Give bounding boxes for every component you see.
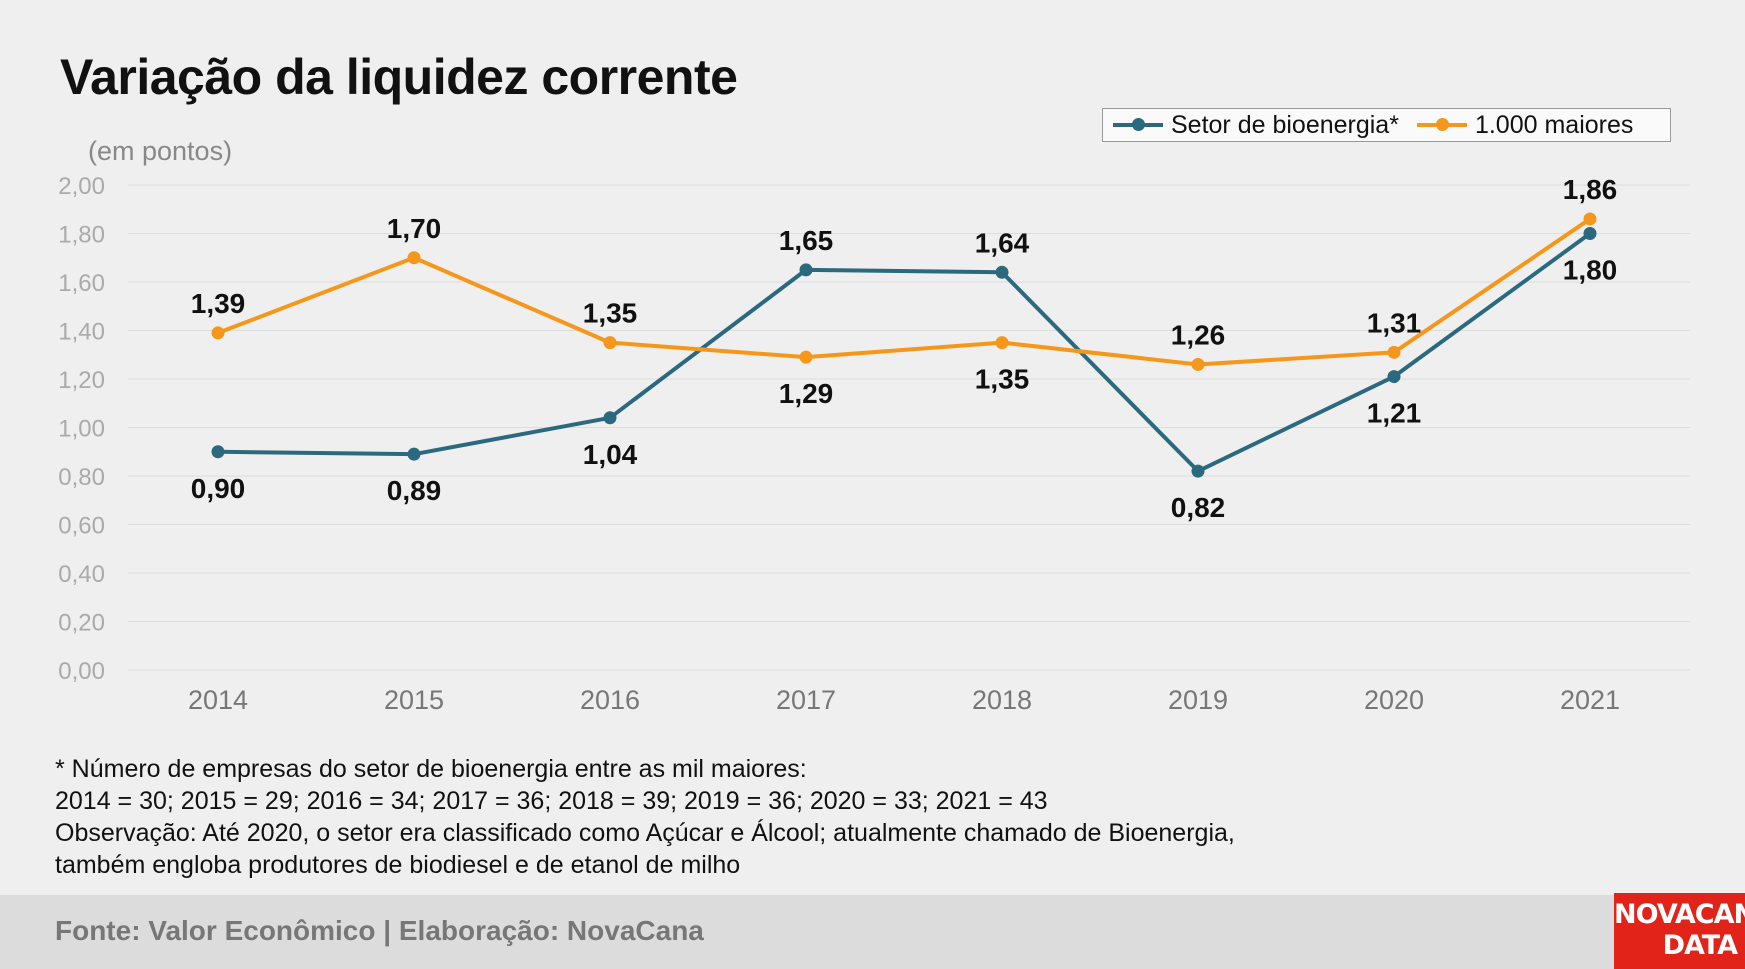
data-label-maiores: 1,70 [387,213,442,244]
legend-swatch-maiores [1416,118,1467,131]
data-point-maiores [799,350,813,364]
logo-line2: DATA [1662,930,1738,961]
chart-area: 0,00 0,20 0,40 0,60 0,80 1,00 1,20 1,40 1,60 1,80… [58,136,1690,715]
footnote-line: * Número de empresas do setor de bioener… [55,755,807,783]
data-point-maiores [407,251,421,265]
legend-swatch-bioenergia [1113,118,1163,131]
source-text: Fonte: Valor Econômico | Elaboração: Nov… [55,915,704,946]
chart-title: Variação da liquidez corrente [60,49,738,105]
y-tick-label: 0,40 [58,561,105,588]
data-label-bioenergia: 1,64 [975,227,1030,258]
x-tick-label: 2014 [188,685,248,715]
y-axis-unit-label: (em pontos) [88,136,232,166]
data-label-maiores: 1,35 [975,364,1030,395]
data-point-bioenergia [603,411,617,425]
data-label-maiores: 1,31 [1367,307,1422,338]
legend-label-maiores: 1.000 maiores [1474,110,1634,139]
data-point-bioenergia [211,445,225,459]
x-tick-label: 2019 [1168,685,1228,715]
y-tick-label: 0,00 [58,658,105,685]
data-point-maiores [995,336,1009,350]
data-label-bioenergia: 1,65 [779,225,834,256]
data-point-bioenergia [407,447,421,461]
y-tick-label: 0,80 [58,464,105,491]
novacana-data-logo: NOVACANA DATA [1614,893,1745,969]
y-tick-label: 1,80 [58,222,105,249]
x-tick-label: 2016 [580,685,640,715]
y-tick-label: 1,40 [58,319,105,346]
data-label-maiores: 1,29 [779,378,834,409]
footer-bar [0,895,1745,969]
y-tick-label: 0,60 [58,513,105,540]
data-label-maiores: 1,26 [1171,319,1226,350]
data-label-maiores: 1,35 [583,298,638,329]
data-point-bioenergia [995,265,1009,279]
data-label-maiores: 1,86 [1563,174,1618,205]
logo-line1: NOVACANA [1614,899,1745,930]
data-point-maiores [1191,357,1205,371]
data-label-bioenergia: 0,90 [191,473,246,504]
data-label-maiores: 1,39 [191,288,246,319]
legend-label-bioenergia: Setor de bioenergia* [1171,110,1399,139]
legend-item-bioenergia: Setor de bioenergia* [1113,111,1399,140]
footnotes: * Número de empresas do setor de bioener… [55,753,1235,881]
data-point-maiores [211,326,225,340]
data-point-maiores [1583,212,1597,226]
y-tick-label: 1,60 [58,270,105,297]
footnote-line: também engloba produtores de biodiesel e… [55,851,741,879]
legend: Setor de bioenergia* 1.000 maiores [1102,108,1671,142]
y-tick-label: 0,20 [58,610,105,637]
y-tick-label: 1,00 [58,416,105,443]
data-label-bioenergia: 1,80 [1563,255,1618,286]
data-point-bioenergia [799,263,813,277]
x-tick-label: 2021 [1560,685,1620,715]
series-line-bioenergia [217,231,1592,474]
series-line-maiores [217,217,1592,367]
x-tick-label: 2020 [1364,685,1424,715]
data-label-bioenergia: 0,89 [387,475,442,506]
x-tick-label: 2017 [776,685,836,715]
data-point-bioenergia [1191,464,1205,478]
data-point-bioenergia [1387,370,1401,384]
footnote-line: Observação: Até 2020, o setor era classi… [55,819,1235,847]
data-point-maiores [1387,345,1401,359]
y-tick-label: 1,20 [58,367,105,394]
data-label-bioenergia: 0,82 [1171,492,1226,523]
data-label-bioenergia: 1,04 [583,439,638,470]
data-point-bioenergia [1583,227,1597,240]
y-tick-label: 2,00 [58,173,105,200]
data-label-bioenergia: 1,21 [1367,398,1422,429]
x-tick-label: 2015 [384,685,444,715]
footnote-line: 2014 = 30; 2015 = 29; 2016 = 34; 2017 = … [55,787,1048,815]
legend-item-maiores: 1.000 maiores [1416,110,1634,140]
x-tick-label: 2018 [972,685,1032,715]
data-point-maiores [603,336,617,350]
